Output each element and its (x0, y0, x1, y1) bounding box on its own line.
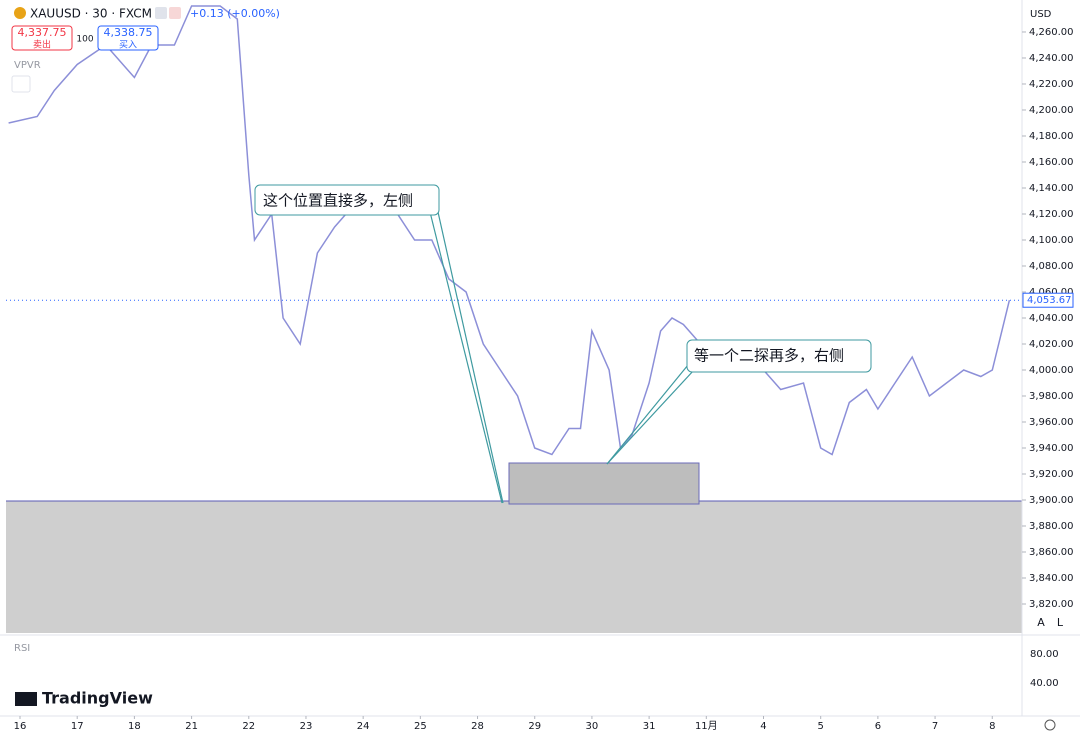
callout-box (686, 339, 872, 373)
y-tick-label: 3,960.00 (1029, 417, 1074, 428)
y-tick-label: 4,100.00 (1029, 235, 1074, 246)
quantity: 100 (76, 35, 93, 45)
x-tick-label: 7 (932, 721, 938, 732)
status-icon (169, 7, 181, 19)
rsi-label: RSI (14, 643, 30, 654)
brand-logo (15, 692, 37, 706)
zone-box (508, 462, 700, 505)
y-tick-label: 3,880.00 (1029, 521, 1074, 532)
auto-button[interactable]: A (1037, 616, 1045, 629)
y-tick-label: 3,940.00 (1029, 443, 1074, 454)
x-tick-label: 31 (643, 721, 656, 732)
annotation: 等一个二探再多，右侧 (694, 347, 844, 365)
settings-icon[interactable] (1044, 719, 1056, 731)
indicator[interactable]: VPVR (14, 60, 41, 71)
symbol[interactable]: XAUUSD · 30 · FXCM (30, 7, 152, 21)
x-tick-label: 5 (817, 721, 823, 732)
y-tick-label: 4,120.00 (1029, 209, 1074, 220)
y-tick-label: 4,180.00 (1029, 131, 1074, 142)
x-tick-label: 30 (586, 721, 599, 732)
sell-price: 4,337.75 (18, 26, 67, 39)
y-tick-label: 4,020.00 (1029, 339, 1074, 350)
callout-line (606, 369, 695, 465)
rsi-tick: 40.00 (1030, 678, 1059, 689)
y-tick-label: 4,200.00 (1029, 105, 1074, 116)
sell-button[interactable] (11, 25, 73, 51)
y-tick-label: 3,820.00 (1029, 599, 1074, 610)
x-tick-label: 23 (300, 721, 313, 732)
x-tick-label: 8 (989, 721, 995, 732)
callout-line (429, 211, 503, 504)
sell-label: 卖出 (33, 39, 51, 51)
last-price-box (1022, 292, 1074, 308)
x-tick-label: 17 (71, 721, 84, 732)
buy-label: 买入 (119, 40, 137, 51)
rsi-tick: 80.00 (1030, 649, 1059, 660)
x-tick-label: 21 (185, 721, 198, 732)
x-tick-label: 16 (14, 721, 27, 732)
y-tick-label: 3,840.00 (1029, 573, 1074, 584)
x-tick-label: 4 (760, 721, 766, 732)
zone (6, 501, 1022, 633)
y-tick-label: 4,160.00 (1029, 157, 1074, 168)
x-tick-label: 24 (357, 721, 370, 732)
y-tick-label: 4,260.00 (1029, 27, 1074, 38)
x-tick-label: 29 (528, 721, 541, 732)
y-tick-label: 3,920.00 (1029, 469, 1074, 480)
y-tick-label: 3,860.00 (1029, 547, 1074, 558)
y-tick-label: 4,220.00 (1029, 79, 1074, 90)
price-line (8, 5, 1011, 456)
currency[interactable]: USD (1030, 9, 1052, 20)
callout-box (254, 184, 440, 216)
y-tick-label: 3,980.00 (1029, 391, 1074, 402)
last-price-label: 4,053.67 (1027, 295, 1072, 306)
y-tick-label: 4,240.00 (1029, 53, 1074, 64)
x-tick-label: 25 (414, 721, 427, 732)
brand: TradingView (42, 689, 153, 708)
callout-line (437, 211, 504, 504)
change: +0.13 (+0.00%) (190, 7, 280, 20)
x-tick-label: 28 (471, 721, 484, 732)
y-tick-label: 4,040.00 (1029, 313, 1074, 324)
y-tick-label: 4,060.00 (1029, 287, 1074, 298)
y-tick-label: 4,080.00 (1029, 261, 1074, 272)
annotation: 这个位置直接多，左侧 (263, 192, 413, 210)
log-button[interactable]: L (1057, 616, 1064, 629)
y-tick-label: 4,000.00 (1029, 365, 1074, 376)
symbol-icon (14, 7, 26, 19)
x-tick-label: 18 (128, 721, 141, 732)
collapse-button[interactable] (11, 75, 31, 93)
callout-line (606, 364, 689, 465)
y-tick-label: 3,900.00 (1029, 495, 1074, 506)
x-tick-label: 22 (242, 721, 255, 732)
x-tick-label: 6 (875, 721, 881, 732)
status-icon (155, 7, 167, 19)
buy-price: 4,338.75 (104, 26, 153, 39)
y-tick-label: 4,140.00 (1029, 183, 1074, 194)
buy-button[interactable] (97, 25, 159, 51)
x-tick-label: 11月 (695, 720, 718, 732)
